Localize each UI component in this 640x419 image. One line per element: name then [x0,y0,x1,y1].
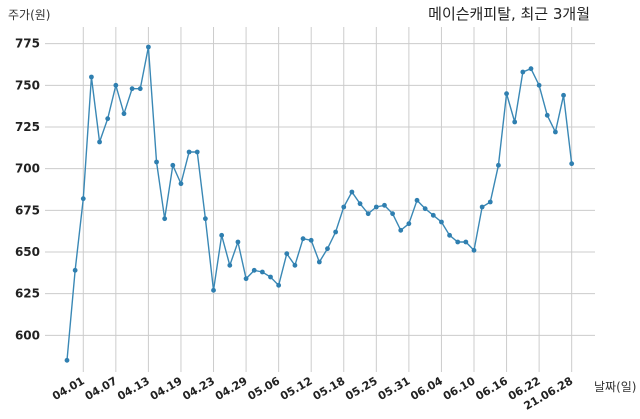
y-tick-label: 775 [15,37,40,51]
data-point [105,116,111,122]
data-point [146,44,151,50]
data-point [520,69,526,75]
data-point [512,119,518,125]
data-point [243,276,249,282]
data-point [382,202,387,208]
x-tick-label: 05.18 [311,374,348,403]
data-point [349,189,355,195]
data-point [292,262,298,268]
data-point [276,282,282,288]
x-tick-label: 06.10 [441,374,478,403]
data-point [325,246,330,252]
data-point [235,239,241,245]
series-line [66,46,573,361]
y-axis-ticks: 600 625 650 675 700 725 750 775 [15,37,40,343]
x-tick-label: 04.01 [50,374,87,403]
data-point [439,219,444,225]
data-point [211,287,216,293]
grid [45,27,595,372]
data-point [186,149,192,155]
data-point [316,259,322,265]
data-point [561,92,566,98]
data-point [544,112,550,118]
data-point [170,162,176,168]
data-point [390,211,395,217]
x-tick-label: 06.16 [473,374,510,403]
data-point [227,262,233,268]
data-point [308,237,314,243]
data-point [89,74,94,80]
series-price [64,44,575,363]
data-point [471,247,477,253]
y-tick-label: 600 [15,328,40,342]
data-point [251,267,257,273]
x-tick-label: 04.23 [180,374,217,403]
data-point [113,82,119,88]
data-point [504,91,509,97]
data-point [536,82,542,88]
data-point [129,86,135,92]
data-point [463,239,469,245]
data-point [259,269,265,275]
data-point [202,216,208,222]
data-point [365,211,371,217]
data-point [137,86,143,92]
data-point [300,236,306,242]
data-point [569,161,575,167]
x-tick-label: 05.25 [343,374,380,403]
data-point [268,274,273,280]
chart-title: 메이슨캐피탈, 최근 3개월 [428,5,590,23]
data-point [284,251,290,257]
data-point [219,232,225,238]
x-tick-label: 04.19 [148,374,185,403]
data-point [422,206,428,212]
x-tick-label: 04.13 [115,374,152,403]
x-axis-ticks: 04.0104.0704.1304.1904.2304.2905.0605.12… [50,374,575,413]
data-point [528,66,534,72]
data-point [496,162,501,168]
data-point [553,129,558,135]
data-point [121,111,127,117]
data-point [414,197,420,203]
x-tick-label: 04.07 [83,374,120,403]
y-tick-label: 650 [15,245,40,259]
data-point [154,159,159,165]
data-point [333,229,339,235]
x-axis-label: 날짜(일) [594,380,636,394]
x-tick-label: 06.04 [408,374,445,403]
y-tick-label: 725 [15,120,40,134]
y-tick-label: 625 [15,287,40,301]
data-point [178,181,184,187]
y-tick-label: 700 [15,162,40,176]
y-axis-label: 주가(원) [8,8,50,22]
data-point [447,232,452,238]
data-point [194,149,200,155]
data-point [72,267,78,273]
data-point [406,221,412,227]
data-point [373,204,379,210]
data-point [398,227,404,233]
x-tick-label: 04.29 [213,374,250,403]
y-tick-label: 675 [15,203,40,217]
x-tick-label: 05.12 [278,374,315,403]
data-point [479,204,485,210]
data-point [97,139,102,145]
data-point [430,212,436,218]
data-point [80,196,86,202]
y-tick-label: 750 [15,78,40,92]
data-point [341,204,347,210]
data-point [64,357,70,363]
data-point [162,216,168,222]
data-point [455,239,461,245]
x-tick-label: 05.31 [376,374,413,403]
x-tick-label: 05.06 [246,374,283,403]
data-point [357,201,363,207]
data-point [487,199,493,205]
